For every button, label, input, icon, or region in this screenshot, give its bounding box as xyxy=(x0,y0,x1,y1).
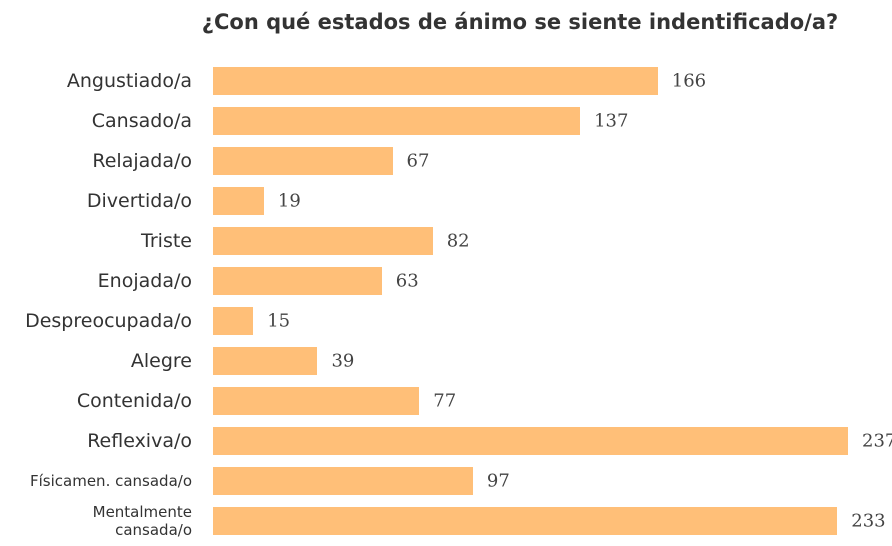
y-tick-label: Alegre xyxy=(130,350,192,372)
bar xyxy=(213,67,658,95)
value-label: 77 xyxy=(433,390,457,412)
y-tick-label: Angustiado/a xyxy=(66,70,192,92)
value-label: 19 xyxy=(277,190,301,212)
bar xyxy=(213,507,838,535)
bar xyxy=(213,307,254,335)
value-label: 15 xyxy=(267,310,291,332)
bar xyxy=(213,347,318,375)
y-tick-label: Contenida/o xyxy=(76,390,192,412)
value-label: 67 xyxy=(406,150,430,172)
value-label: 82 xyxy=(446,230,470,252)
bar xyxy=(213,147,393,175)
bar xyxy=(213,227,433,255)
value-label: 166 xyxy=(671,70,707,92)
y-tick-label: Triste xyxy=(141,230,192,252)
bar xyxy=(213,387,420,415)
y-tick-label: Físicamen. cansada/o xyxy=(30,472,192,490)
value-label: 97 xyxy=(486,470,510,492)
y-tick-label: Reflexiva/o xyxy=(87,430,192,452)
value-label: 233 xyxy=(851,510,886,532)
y-tick-label: Despreocupada/o xyxy=(25,310,192,332)
value-label: 39 xyxy=(331,350,355,372)
bar xyxy=(213,107,581,135)
bar xyxy=(213,267,382,295)
y-tick-label: Enojada/o xyxy=(97,270,192,292)
value-label: 237 xyxy=(862,430,892,452)
chart-title: ¿Con qué estados de ánimo se siente inde… xyxy=(201,10,839,34)
bar xyxy=(213,427,848,455)
y-tick-label: Relajada/o xyxy=(92,150,192,172)
bar xyxy=(213,467,473,495)
bar xyxy=(213,187,264,215)
value-label: 63 xyxy=(395,270,419,292)
y-tick-label: Divertida/o xyxy=(86,190,192,212)
value-label: 137 xyxy=(594,110,629,132)
y-tick-label: Mentalmente cansada/o xyxy=(92,503,192,539)
y-tick-label: Cansado/a xyxy=(91,110,192,132)
